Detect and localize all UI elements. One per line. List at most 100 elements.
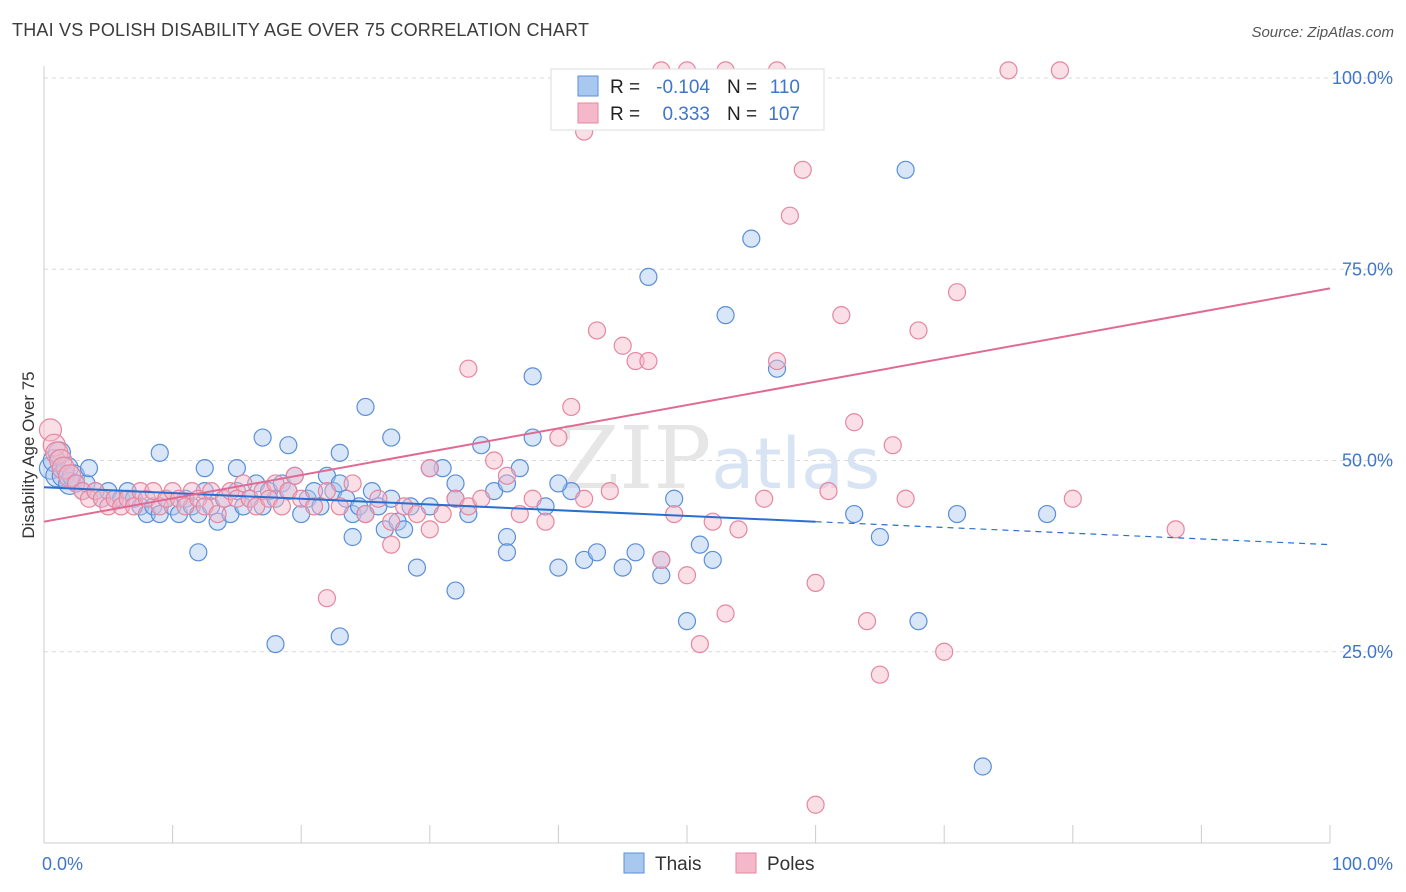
poles-point	[832, 306, 851, 325]
series-thais-points	[38, 160, 1057, 776]
poles-point	[272, 497, 292, 516]
poles-point	[407, 504, 427, 524]
thais-point	[497, 527, 517, 547]
y-tick-label: 25.0%	[1342, 642, 1393, 662]
thais-point	[690, 535, 709, 554]
poles-point	[330, 497, 349, 516]
poles-point	[613, 336, 632, 355]
thais-point	[253, 428, 272, 447]
trend-lines	[43, 287, 1331, 546]
legend-n-value: 107	[768, 104, 800, 125]
y-axis-label: Disability Age Over 75	[19, 371, 38, 538]
thais-point	[677, 612, 697, 631]
poles-point	[639, 351, 658, 371]
poles-point	[780, 206, 799, 225]
poles-point	[433, 504, 452, 524]
thais-point	[845, 504, 864, 524]
tick-labels: 25.0% 50.0% 75.0% 100.0% 0.0% 100.0% Disabilit…	[19, 68, 1393, 874]
thais-point	[703, 550, 722, 570]
poles-point	[1063, 489, 1082, 508]
poles-point	[51, 456, 75, 480]
thais-point	[279, 436, 298, 455]
poles-point	[369, 489, 388, 508]
poles-point	[317, 482, 337, 501]
thais-point	[189, 543, 208, 562]
poles-point	[947, 283, 967, 302]
poles-point	[806, 573, 825, 593]
poles-point	[870, 665, 890, 684]
poles-point	[806, 795, 825, 814]
thais-point	[227, 459, 246, 478]
poles-point	[536, 512, 555, 531]
chart-title: THAI VS POLISH DISABILITY AGE OVER 75 CO…	[12, 20, 590, 40]
poles-point	[227, 489, 246, 508]
poles-point	[767, 351, 787, 371]
axes	[43, 66, 1331, 844]
poles-point	[652, 550, 671, 570]
thais-point	[870, 527, 890, 547]
poles-point	[382, 512, 401, 531]
poles-point	[356, 504, 375, 524]
thais-point	[947, 504, 967, 524]
thais-trend-line	[43, 486, 816, 523]
legend-swatch-poles	[577, 102, 599, 124]
thais-point	[716, 306, 735, 325]
thais-point	[311, 497, 330, 516]
thais-point	[549, 474, 568, 493]
legend-n-label: N =	[727, 104, 757, 125]
legend-r-label: R =	[610, 77, 640, 98]
thais-point	[896, 160, 915, 179]
thais-point	[382, 428, 401, 447]
thais-point	[665, 489, 684, 508]
correlation-legend: R = -0.104 N = 110 R = 0.333 N = 107	[550, 68, 825, 131]
y-tick-label: 50.0%	[1342, 451, 1393, 471]
legend-swatch-thais	[623, 852, 645, 874]
poles-point	[600, 482, 619, 501]
poles-point	[845, 413, 864, 432]
source-credit: Source: ZipAtlas.com	[1251, 24, 1394, 41]
thais-point	[909, 612, 928, 631]
legend-swatch-thais	[577, 75, 599, 97]
poles-point	[587, 321, 607, 340]
poles-point	[317, 589, 337, 608]
watermark: ZIPatlas	[560, 409, 881, 509]
poles-point	[38, 418, 63, 442]
legend-r-label: R =	[610, 104, 640, 125]
poles-point	[420, 459, 439, 478]
x-tick-label-max: 100.0%	[1332, 854, 1393, 874]
thais-point	[79, 459, 99, 478]
poles-point	[1166, 520, 1185, 539]
thais-point	[356, 397, 375, 417]
poles-point	[729, 520, 748, 539]
poles-point	[793, 160, 812, 179]
thais-point	[587, 543, 607, 562]
poles-point	[562, 397, 581, 417]
poles-point	[677, 566, 697, 585]
thais-point	[523, 367, 542, 386]
poles-point	[896, 489, 915, 508]
poles-point	[1050, 61, 1070, 80]
thais-point	[626, 543, 645, 562]
poles-point	[690, 634, 709, 654]
poles-point	[459, 359, 478, 378]
thais-trend-extension	[815, 521, 1331, 546]
poles-point	[883, 436, 902, 455]
thais-point	[613, 558, 632, 577]
legend-r-value: 0.333	[662, 104, 710, 125]
thais-point	[150, 443, 169, 462]
poles-point	[819, 482, 838, 501]
thais-point	[767, 359, 787, 378]
legend-label-thais: Thais	[655, 854, 701, 875]
legend-r-value: -0.104	[656, 77, 710, 98]
thais-point	[639, 267, 658, 286]
poles-point	[497, 466, 517, 485]
poles-point	[999, 61, 1018, 80]
poles-trend-line	[43, 287, 1331, 523]
poles-point	[665, 504, 684, 524]
poles-point	[523, 489, 542, 508]
poles-point	[343, 474, 362, 493]
thais-point	[1037, 504, 1057, 524]
poles-point	[472, 489, 491, 508]
thais-point	[195, 459, 214, 478]
